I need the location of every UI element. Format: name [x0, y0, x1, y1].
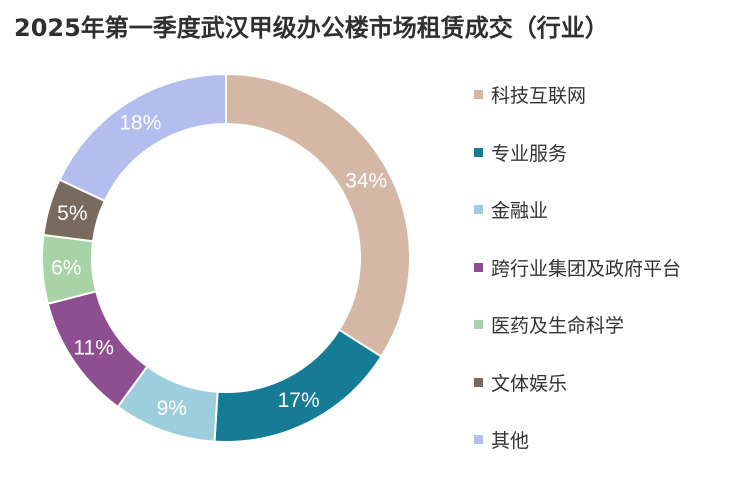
slice-percent-label: 6%: [51, 257, 81, 280]
donut-slice: [213, 328, 383, 443]
legend-swatch: [474, 320, 483, 330]
legend-swatch: [474, 90, 483, 100]
chart-title: 2025年第一季度武汉甲级办公楼市场租赁成交（行业）: [14, 14, 609, 42]
legend-item: 跨行业集团及政府平台: [474, 239, 736, 297]
legend-swatch: [474, 262, 483, 272]
legend-label: 文体娱乐: [491, 372, 568, 395]
donut-slice: [225, 72, 411, 358]
slice-percent-label: 5%: [57, 202, 87, 225]
legend-label: 科技互联网: [491, 85, 587, 108]
legend-item: 文体娱乐: [474, 354, 736, 412]
legend-label: 金融业: [491, 200, 549, 223]
slice-labels: 34% 17% 9% 11% 6% 5% 18%: [51, 111, 387, 420]
legend-item: 其他: [474, 411, 736, 469]
legend-item: 科技互联网: [474, 66, 736, 124]
legend-swatch: [474, 435, 483, 445]
legend-swatch: [474, 147, 483, 157]
legend-swatch: [474, 377, 483, 387]
legend-label: 专业服务: [491, 142, 568, 165]
legend-label: 其他: [491, 430, 530, 453]
slice-percent-label: 17%: [278, 389, 320, 412]
slice-percent-label: 9%: [157, 397, 187, 420]
legend-swatch: [474, 205, 483, 215]
donut-slice: [58, 72, 227, 203]
legend-item: 金融业: [474, 181, 736, 239]
slice-percent-label: 11%: [73, 336, 113, 359]
legend-item: 医药及生命科学: [474, 296, 736, 354]
slice-percent-label: 34%: [345, 169, 387, 192]
legend-label: 跨行业集团及政府平台: [491, 257, 682, 280]
legend: 科技互联网专业服务金融业跨行业集团及政府平台 医药及生命科学 文体娱乐其他: [474, 66, 736, 469]
slice-percent-label: 18%: [119, 111, 161, 134]
legend-item: 专业服务: [474, 124, 736, 182]
donut-slices: [41, 72, 411, 443]
legend-label: 医药及生命科学: [491, 315, 625, 338]
